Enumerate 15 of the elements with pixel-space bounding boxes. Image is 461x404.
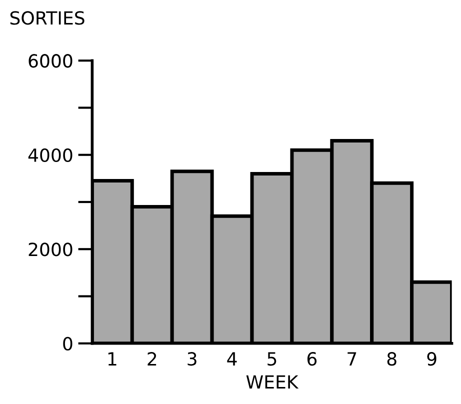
x-tick-label: 3 — [188, 352, 196, 366]
x-tick-label: 1 — [108, 352, 116, 366]
y-tick-label: 6000 — [28, 54, 72, 68]
x-tick-label: 9 — [427, 352, 436, 366]
y-tick-label: 4000 — [28, 148, 72, 162]
y-tick-label: 2000 — [28, 242, 72, 256]
chart-title: SORTIES — [10, 11, 84, 25]
x-tick-label: 7 — [348, 352, 356, 366]
x-tick-label: 4 — [227, 352, 237, 366]
y-tick-label: 0 — [63, 336, 72, 351]
x-tick-label: 6 — [307, 352, 317, 366]
x-tick-label: 2 — [148, 352, 156, 366]
x-axis-title: WEEK — [246, 375, 299, 388]
x-tick-label: 8 — [387, 352, 396, 366]
x-tick-label: 5 — [268, 352, 276, 366]
